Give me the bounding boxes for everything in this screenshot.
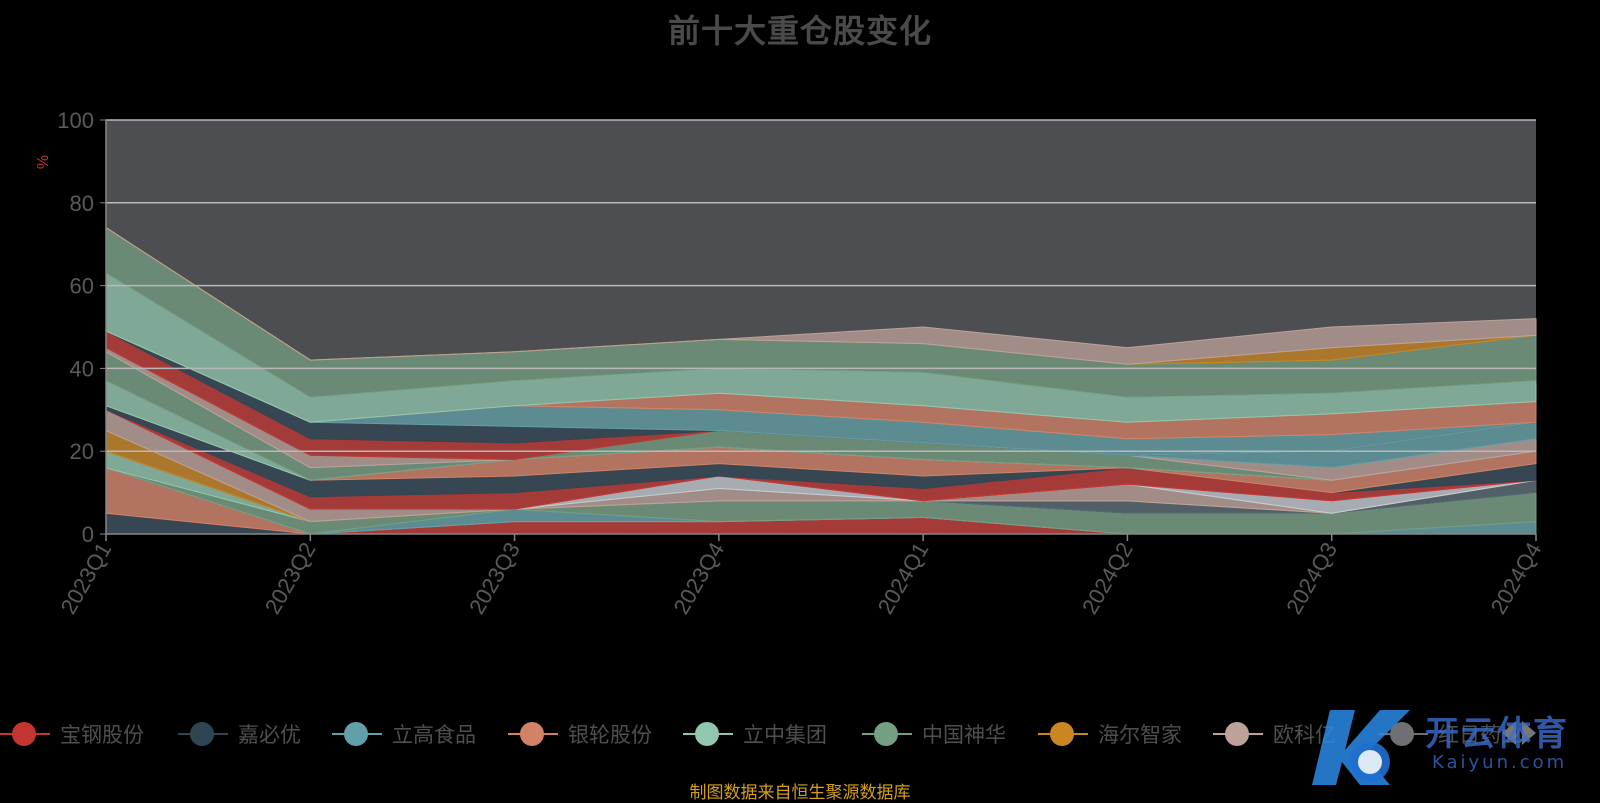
gridlines: 0 20 40 60 80 100 <box>57 108 1536 547</box>
stacked-areas <box>105 226 1537 535</box>
legend-marker-icon <box>178 716 228 752</box>
legend-marker-icon <box>683 716 733 752</box>
legend-item[interactable]: 立中集团 <box>683 716 827 752</box>
legend-next-icon[interactable] <box>1522 721 1536 745</box>
legend-pager <box>1502 718 1536 748</box>
legend-marker-icon <box>862 716 912 752</box>
y-tick-label: 60 <box>70 274 94 299</box>
legend-prev-icon[interactable] <box>1502 721 1516 745</box>
legend-label: 立高食品 <box>392 723 476 747</box>
legend-label: 海尔智家 <box>1098 723 1182 747</box>
x-tick-label: 2023Q4 <box>668 538 729 618</box>
legend-item[interactable]: 海尔智家 <box>1038 716 1182 752</box>
x-tick-label: 2024Q2 <box>1077 538 1138 618</box>
x-tick-label: 2024Q3 <box>1281 538 1342 618</box>
legend-marker-icon <box>1213 716 1263 752</box>
x-tick-label: 2024Q1 <box>873 538 934 618</box>
y-tick-label: 0 <box>82 522 94 547</box>
legend-label: 中国神华 <box>922 723 1006 747</box>
y-tick-label: 20 <box>70 439 94 464</box>
legend-label: 嘉必优 <box>238 723 301 747</box>
y-tick-label: 80 <box>70 191 94 216</box>
area-layer-26[interactable] <box>105 227 1537 365</box>
chart-canvas: 0 20 40 60 80 100 2023Q1 2023Q2 2023Q3 2023Q4 202… <box>35 108 1547 618</box>
x-tick-label: 2024Q4 <box>1486 538 1547 618</box>
chart-title: 前十大重仓股变化 <box>667 12 932 50</box>
watermark-logo <box>1312 710 1410 785</box>
legend-item[interactable]: 嘉必优 <box>178 716 301 752</box>
x-tick-label: 2023Q1 <box>56 538 117 618</box>
legend-item[interactable]: 宝钢股份 <box>0 716 144 752</box>
y-tick-label: 40 <box>70 356 94 381</box>
x-tick-label: 2023Q2 <box>260 538 321 618</box>
legend-item[interactable]: 立高食品 <box>332 716 476 752</box>
legend-marker-icon <box>0 716 50 752</box>
legend-label: 宝钢股份 <box>60 723 144 747</box>
x-tick-label: 2023Q3 <box>464 538 525 618</box>
watermark-subtext: Kaiyun.com <box>1432 752 1568 773</box>
legend-marker-icon <box>1038 716 1088 752</box>
y-axis-unit-label: % <box>35 155 52 169</box>
legend-marker-icon <box>508 716 558 752</box>
legend-marker-icon <box>332 716 382 752</box>
y-tick-label: 100 <box>57 108 94 133</box>
legend-item[interactable]: 银轮股份 <box>508 716 652 752</box>
data-source-note: 制图数据来自恒生聚源数据库 <box>689 783 911 803</box>
legend-item[interactable]: 中国神华 <box>862 716 1006 752</box>
legend: 宝钢股份 嘉必优 立高食品 银轮股份 立中集团 中国神华 海尔智家 欧科亿 红日药业 <box>0 716 1600 752</box>
legend-label: 立中集团 <box>743 723 827 747</box>
legend-label: 银轮股份 <box>568 723 652 747</box>
watermark-text: 开云体育 <box>1425 714 1569 754</box>
